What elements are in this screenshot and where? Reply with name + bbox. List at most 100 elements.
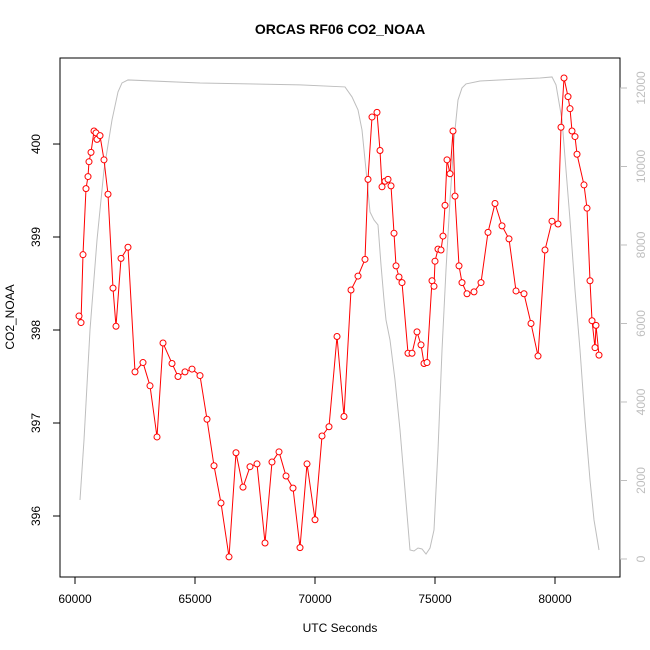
data-point [520, 290, 528, 298]
data-point [104, 190, 112, 198]
data-point [470, 288, 478, 296]
data-point [303, 460, 311, 468]
x-tick-label: 60000 [58, 592, 92, 606]
data-point [449, 127, 457, 135]
data-point [159, 339, 167, 347]
data-point [557, 123, 565, 131]
data-point [573, 150, 581, 158]
data-point [451, 192, 459, 200]
data-point [217, 499, 225, 507]
data-point [463, 290, 471, 298]
data-point [96, 132, 104, 140]
data-point [408, 349, 416, 357]
data-point [146, 382, 154, 390]
data-point [384, 175, 392, 183]
data-point [131, 368, 139, 376]
y-tick-label: 399 [29, 227, 43, 247]
data-point [261, 539, 269, 547]
data-point [361, 255, 369, 263]
y2-tick-label: 2000 [634, 467, 648, 494]
data-point [347, 286, 355, 294]
data-point [376, 147, 384, 155]
data-point [413, 328, 421, 336]
data-point [423, 359, 431, 367]
data-point [268, 458, 276, 466]
y-tick-label: 397 [29, 413, 43, 433]
data-point [443, 156, 451, 164]
chart-title: ORCAS RF06 CO2_NOAA [255, 21, 425, 37]
data-point [477, 279, 485, 287]
data-point [282, 472, 290, 480]
data-point [534, 352, 542, 360]
data-point [79, 251, 87, 259]
data-point [498, 222, 506, 230]
data-point [181, 368, 189, 376]
data-point [566, 105, 574, 113]
data-point [580, 181, 588, 189]
data-point [392, 262, 400, 270]
y2-tick-label: 10000 [634, 149, 648, 183]
y-tick-label: 400 [29, 134, 43, 154]
series-line [78, 77, 600, 557]
data-point [87, 148, 95, 156]
data-point [174, 373, 182, 381]
data-point [554, 220, 562, 228]
data-point [139, 359, 147, 367]
data-point [188, 365, 196, 373]
data-point [124, 243, 132, 251]
data-point [583, 204, 591, 212]
data-point [431, 257, 439, 265]
data-point [112, 322, 120, 330]
x-tick-label: 80000 [538, 592, 572, 606]
data-point [253, 460, 261, 468]
data-point [75, 312, 83, 320]
data-point [239, 483, 247, 491]
data-point [82, 185, 90, 193]
data-point [77, 319, 85, 327]
data-point [446, 170, 454, 178]
data-point [168, 359, 176, 367]
data-point [571, 133, 579, 141]
data-point [368, 113, 376, 121]
y-tick-label: 398 [29, 320, 43, 340]
data-point [378, 183, 386, 191]
data-point [398, 279, 406, 287]
data-point [437, 246, 445, 254]
data-point [387, 182, 395, 190]
data-point [548, 217, 556, 225]
data-point [373, 108, 381, 116]
y-axis-label: CO2_NOAA [3, 284, 17, 349]
data-point [586, 277, 594, 285]
x-tick-label: 65000 [178, 592, 212, 606]
x-axis-label: UTC Seconds [303, 621, 378, 635]
data-point [196, 372, 204, 380]
data-point [100, 156, 108, 164]
data-point [560, 74, 568, 82]
x-tick-label: 70000 [298, 592, 332, 606]
y2-tick-label: 6000 [634, 310, 648, 337]
data-point [595, 351, 603, 359]
data-point [390, 229, 398, 237]
data-point [333, 333, 341, 341]
data-point [84, 173, 92, 181]
data-point [364, 175, 372, 183]
data-point [275, 448, 283, 456]
series-line [79, 76, 600, 555]
data-point [439, 232, 447, 240]
data-point [568, 127, 576, 135]
data-point [592, 321, 600, 329]
y-tick-label: 396 [29, 506, 43, 526]
data-point [484, 228, 492, 236]
data-point [325, 423, 333, 431]
data-point [430, 282, 438, 290]
data-point [591, 344, 599, 352]
data-point [210, 462, 218, 470]
data-point [296, 544, 304, 552]
data-point [458, 279, 466, 287]
data-point [340, 412, 348, 420]
plot-frame [59, 57, 621, 578]
data-point [491, 200, 499, 208]
data-point [232, 449, 240, 457]
